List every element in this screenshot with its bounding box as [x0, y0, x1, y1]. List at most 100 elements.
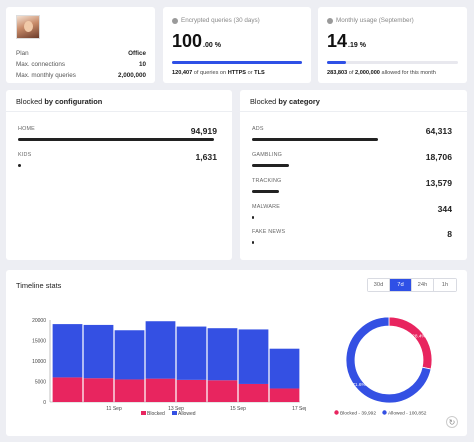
bar-allowed	[238, 329, 269, 384]
bar-allowed	[145, 321, 176, 379]
plan-row: Plan Office	[16, 50, 146, 57]
bar-blocked	[145, 378, 176, 402]
category-value: 8	[447, 229, 452, 239]
max-queries-label: Max. monthly queries	[16, 72, 76, 79]
info-icon[interactable]	[327, 17, 333, 24]
x-tick-label: 11 Sep	[106, 406, 122, 412]
slice-label: 28.4%	[412, 334, 426, 340]
monthly-usage-title: Monthly usage (September)	[336, 17, 414, 24]
category-row-ads[interactable]: ADS 64,313	[252, 126, 452, 150]
category-label: TRACKING	[252, 178, 282, 184]
blocked-by-configuration-title: Blocked by configuration	[16, 97, 103, 106]
tab-1h[interactable]: 1h	[434, 279, 456, 291]
slice-allowed	[345, 316, 432, 404]
encrypted-summary: 120,407 of queries on HTTPS or TLS	[172, 70, 265, 76]
category-row-fake-news[interactable]: FAKE NEWS 8	[252, 229, 452, 253]
category-value: 13,579	[425, 178, 452, 188]
max-connections-value: 10	[138, 61, 146, 68]
encrypted-queries-title: Encrypted queries (30 days)	[181, 17, 260, 24]
category-label: ADS	[252, 126, 264, 132]
y-tick-label: 5000	[35, 379, 46, 385]
config-label: HOME	[18, 126, 35, 132]
encrypted-percentage: 100.00 %	[172, 31, 221, 51]
encrypted-progress-fill	[172, 61, 302, 64]
bar-allowed	[114, 330, 145, 380]
avatar[interactable]	[16, 15, 40, 39]
blocked-allowed-donut-chart: 28.4% 71.6% Blocked - 39,992 Allowed - 100,…	[334, 316, 433, 417]
bar-allowed	[52, 324, 83, 378]
category-value: 18,706	[425, 152, 452, 162]
legend-label: Allowed	[178, 411, 196, 417]
timeline-bar-chart: 0 5000 10000 15000 20000 11 Sep 13 Sep 15 Sep 17…	[32, 318, 306, 417]
max-queries-value: 2,000,000	[117, 72, 146, 79]
x-tick-label: 15 Sep	[230, 406, 246, 412]
encrypted-progress	[172, 61, 302, 64]
bar-blocked	[269, 388, 300, 402]
legend-swatch	[172, 411, 177, 415]
plan-value: Office	[128, 50, 146, 57]
legend-label: Blocked - 39,992	[340, 411, 376, 417]
config-label: KIDS	[18, 152, 32, 158]
category-label: FAKE NEWS	[252, 229, 286, 235]
blocked-by-category-card: Blocked by category ADS 64,313 GAMBLING …	[240, 90, 467, 260]
bar-allowed	[269, 348, 300, 389]
category-bar	[252, 241, 254, 244]
refresh-icon[interactable]: ↻	[446, 416, 458, 428]
slice-blocked	[388, 316, 433, 370]
blocked-by-category-title: Blocked by category	[250, 97, 320, 106]
bar-blocked	[176, 379, 207, 402]
category-value: 344	[437, 204, 452, 214]
bar-blocked	[238, 383, 269, 402]
plan-label: Plan	[16, 50, 29, 57]
category-bar	[252, 190, 279, 193]
monthly-usage-card: Monthly usage (September) 14.19 % 283,80…	[318, 7, 467, 83]
category-bar	[252, 216, 254, 219]
range-tabs: 30d 7d 24h 1h	[367, 278, 457, 292]
category-row-gambling[interactable]: GAMBLING 18,706	[252, 152, 452, 176]
config-value: 1,631	[195, 152, 217, 162]
y-tick-label: 20000	[32, 318, 46, 324]
max-queries-row: Max. monthly queries 2,000,000	[16, 72, 146, 79]
category-value: 64,313	[425, 126, 452, 136]
tab-7d[interactable]: 7d	[390, 279, 412, 291]
account-card: Plan Office Max. connections 10 Max. mon…	[6, 7, 155, 83]
tab-24h[interactable]: 24h	[412, 279, 434, 291]
encrypted-queries-card: Encrypted queries (30 days) 100.00 % 120…	[163, 7, 311, 83]
tab-30d[interactable]: 30d	[368, 279, 390, 291]
y-tick-label: 10000	[32, 359, 46, 365]
category-bar	[252, 164, 289, 167]
divider	[6, 111, 232, 112]
usage-percentage: 14.19 %	[327, 31, 366, 51]
category-row-tracking[interactable]: TRACKING 13,579	[252, 178, 452, 202]
config-value: 94,919	[190, 126, 217, 136]
x-tick-label: 13 Sep	[168, 406, 184, 412]
bar-blocked	[114, 379, 145, 402]
timeline-stats-title: Timeline stats	[16, 281, 62, 290]
timeline-stats-card: Timeline stats 30d 7d 24h 1h 0 5000 10000 1…	[6, 270, 467, 436]
info-icon[interactable]	[172, 17, 178, 24]
usage-progress	[327, 61, 458, 64]
y-tick-label: 0	[43, 400, 46, 406]
x-tick-label: 17 Sep	[292, 406, 306, 412]
config-bar	[18, 138, 214, 141]
category-label: GAMBLING	[252, 152, 283, 158]
bar-blocked	[207, 380, 238, 402]
config-row-home[interactable]: HOME 94,919	[18, 126, 217, 150]
category-row-malware[interactable]: MALWARE 344	[252, 204, 452, 228]
blocked-by-configuration-card: Blocked by configuration HOME 94,919 KID…	[6, 90, 232, 260]
config-bar	[18, 164, 22, 167]
encrypted-queries-header: Encrypted queries (30 days)	[172, 17, 260, 24]
legend-swatch	[141, 411, 146, 415]
usage-progress-fill	[327, 61, 346, 64]
bar-allowed	[207, 328, 238, 381]
config-row-kids[interactable]: KIDS 1,631	[18, 152, 217, 176]
y-tick-label: 15000	[32, 338, 46, 344]
bar-blocked	[52, 377, 83, 402]
legend-label: Allowed - 100,852	[388, 411, 427, 417]
max-connections-label: Max. connections	[16, 61, 66, 68]
slice-label: 71.6%	[352, 382, 366, 388]
category-bar	[252, 138, 378, 141]
legend-swatch	[334, 410, 339, 415]
bar-blocked	[83, 378, 114, 402]
category-label: MALWARE	[252, 204, 281, 210]
